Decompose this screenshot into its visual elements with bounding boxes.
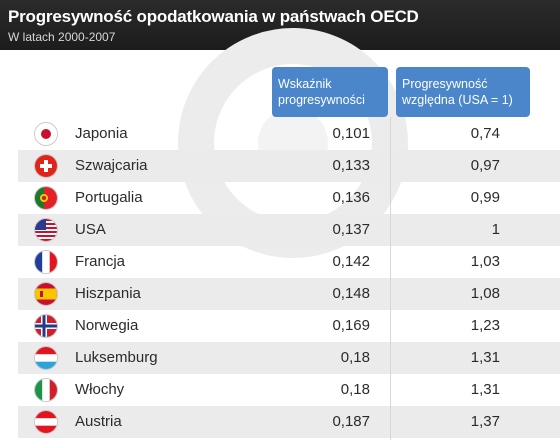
progressivity-index-value: 0,137 [332,221,370,238]
switzerland-flag-icon [35,155,57,177]
relative-progressivity-value: 0,99 [470,189,500,206]
portugal-flag-icon [35,187,57,209]
table-row: USA 0,137 1 [18,214,560,246]
relative-progressivity-value: 1,03 [470,253,500,270]
austria-flag-icon [35,411,57,433]
column-header-relative-progressivity: Progresywność względna (USA = 1) [396,67,530,117]
progressivity-index-value: 0,148 [332,285,370,302]
relative-progressivity-value: 0,74 [470,125,500,142]
table-row: Francja 0,142 1,03 [18,246,560,278]
progressivity-index-value: 0,142 [332,253,370,270]
progressivity-index-value: 0,169 [332,317,370,334]
progressivity-index-value: 0,18 [340,349,370,366]
table-row: Japonia 0,101 0,74 [18,118,560,150]
france-flag-icon [35,251,57,273]
country-name: Japonia [75,125,128,142]
country-name: Norwegia [75,317,139,334]
relative-progressivity-value: 1,23 [470,317,500,334]
norway-flag-icon [35,315,57,337]
country-name: USA [75,221,106,238]
page-subtitle: W latach 2000-2007 [8,30,116,44]
table-row: Hiszpania 0,148 1,08 [18,278,560,310]
progressivity-index-value: 0,187 [332,413,370,430]
country-name: Włochy [75,381,125,398]
column-header-line: względna (USA = 1) [402,93,513,107]
relative-progressivity-value: 1,31 [470,349,500,366]
country-name: Austria [75,413,122,430]
relative-progressivity-value: 1,37 [470,413,500,430]
relative-progressivity-value: 1,31 [470,381,500,398]
relative-progressivity-value: 1 [491,221,500,238]
usa-flag-icon [35,219,57,241]
table-row: Luksemburg 0,18 1,31 [18,342,560,374]
country-name: Francja [75,253,126,270]
country-name: Portugalia [75,189,143,206]
progressivity-index-value: 0,133 [332,157,370,174]
progressivity-index-value: 0,136 [332,189,370,206]
table-row: Norwegia 0,169 1,23 [18,310,560,342]
table-row: Szwajcaria 0,133 0,97 [18,150,560,182]
italy-flag-icon [35,379,57,401]
spain-flag-icon [35,283,57,305]
page-title: Progresywność opodatkowania w państwach … [8,7,419,26]
table-row: Austria 0,187 1,37 [18,406,560,438]
column-header-line: progresywności [278,93,365,107]
progressivity-index-value: 0,18 [340,381,370,398]
relative-progressivity-value: 0,97 [470,157,500,174]
country-name: Hiszpania [75,285,141,302]
table-row: Włochy 0,18 1,31 [18,374,560,406]
country-name: Luksemburg [75,349,158,366]
column-divider [390,117,391,440]
luxembourg-flag-icon [35,347,57,369]
country-name: Szwajcaria [75,157,148,174]
table-row: Portugalia 0,136 0,99 [18,182,560,214]
column-header-line: Wskaźnik [278,77,332,91]
progressivity-index-value: 0,101 [332,125,370,142]
relative-progressivity-value: 1,08 [470,285,500,302]
column-header-line: Progresywność [402,77,488,91]
japan-flag-icon [35,123,57,145]
column-header-progressivity-index: Wskaźnik progresywności [272,67,388,117]
